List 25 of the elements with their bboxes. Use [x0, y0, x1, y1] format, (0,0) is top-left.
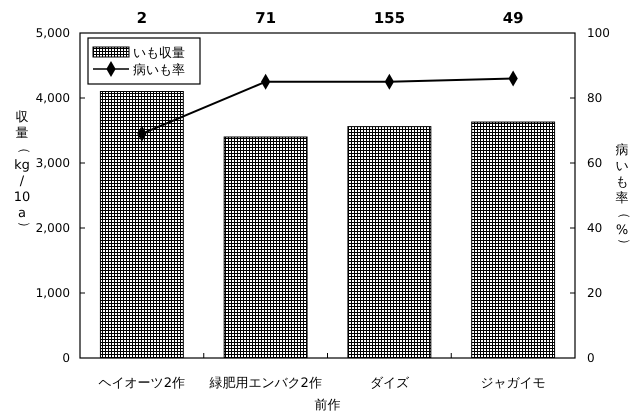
y-tick-label: 0	[62, 351, 70, 366]
x-axis-title: 前作	[314, 398, 340, 413]
y-tick-label: 1,000	[36, 286, 70, 300]
legend-label: いも収量	[133, 46, 185, 61]
legend-label: 病いも率	[133, 62, 185, 78]
text: 2	[136, 9, 148, 27]
y2-tick-label: 100	[587, 26, 610, 40]
y-axis-title: 収量（kg/10a）	[14, 110, 32, 234]
x-tick-label: ジャガイモ	[480, 376, 546, 391]
y2-tick-label: 20	[587, 286, 602, 300]
y-tick-label: 2,000	[36, 221, 70, 236]
text: 155	[374, 9, 406, 27]
y-tick-label: 3,000	[36, 156, 70, 170]
y2-tick-label: 60	[587, 156, 602, 170]
y2-tick-label: 80	[587, 91, 602, 106]
text: 71	[255, 9, 276, 27]
y-tick-label: 4,000	[36, 91, 70, 106]
text: 49	[502, 9, 524, 27]
y2-axis-title: 病いも率（%）	[616, 143, 632, 251]
y2-tick-label: 0	[587, 351, 595, 366]
y-tick-label: 5,000	[36, 26, 70, 40]
x-tick-label: 緑肥用エンバク2作	[208, 376, 322, 391]
x-tick-label: ダイズ	[370, 376, 410, 391]
y2-tick-label: 40	[587, 221, 602, 236]
x-tick-label: ヘイオーツ2作	[98, 376, 186, 391]
